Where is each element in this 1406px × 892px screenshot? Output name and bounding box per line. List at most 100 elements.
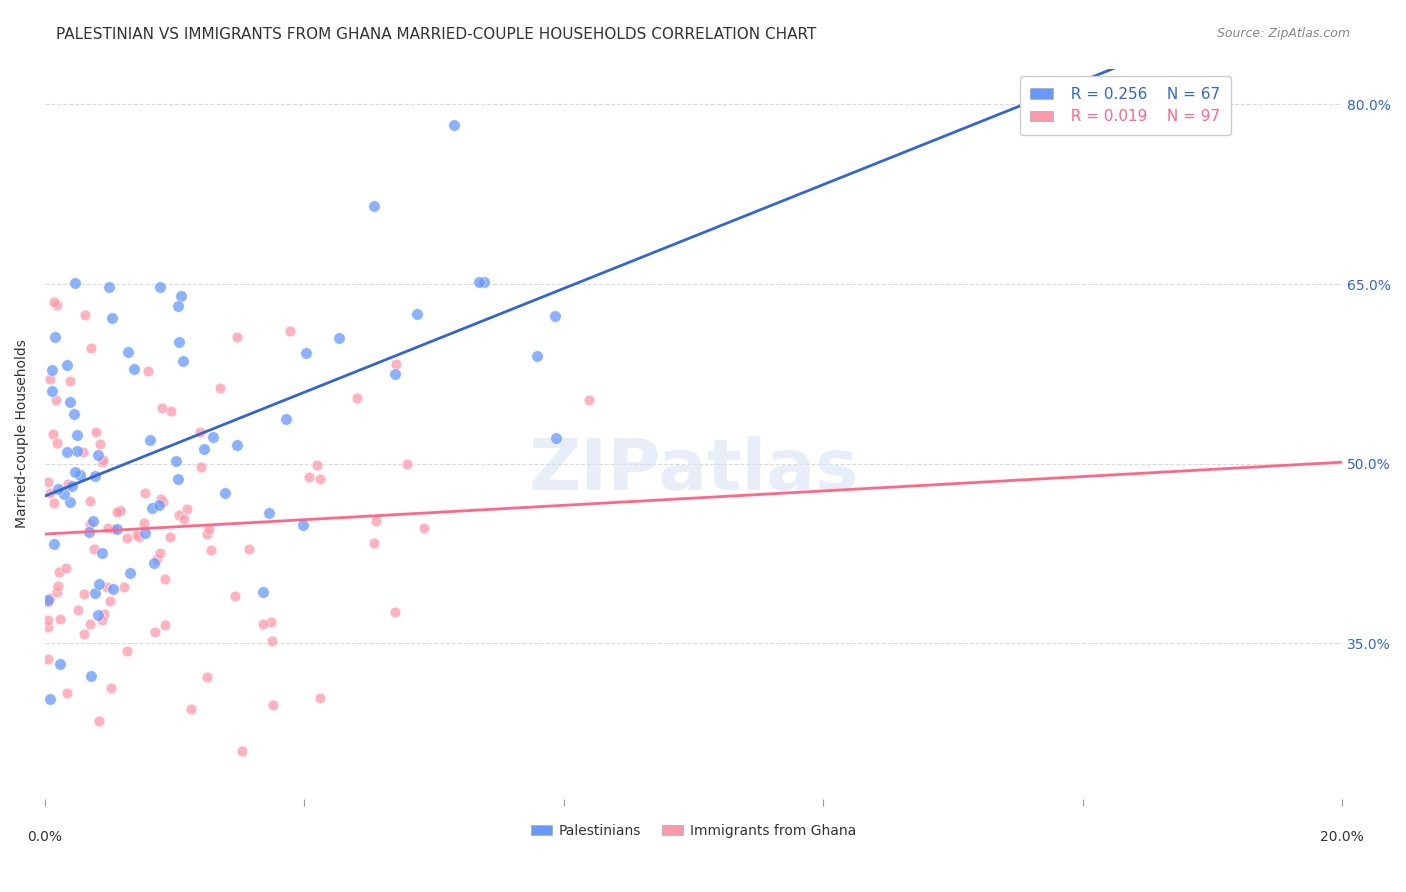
Point — [153, 617, 176, 632]
Point — [172, 354, 194, 368]
Point — [406, 307, 429, 321]
Point — [46, 585, 69, 599]
Point — [89, 437, 111, 451]
Point — [472, 275, 495, 289]
Point — [346, 392, 368, 406]
Point — [42, 537, 65, 551]
Point — [93, 607, 115, 621]
Point — [37, 619, 59, 633]
Point — [63, 276, 86, 290]
Point — [45, 392, 67, 407]
Text: 20.0%: 20.0% — [1320, 830, 1364, 844]
Point — [75, 308, 97, 322]
Point — [149, 546, 172, 560]
Point — [115, 531, 138, 545]
Point — [366, 514, 388, 528]
Point — [544, 309, 567, 323]
Point — [48, 565, 70, 579]
Point — [122, 361, 145, 376]
Point — [37, 592, 59, 607]
Point — [79, 494, 101, 508]
Point — [56, 358, 79, 372]
Point — [193, 442, 215, 456]
Point — [100, 311, 122, 326]
Point — [67, 603, 90, 617]
Point — [117, 345, 139, 359]
Point — [305, 458, 328, 473]
Point — [63, 407, 86, 421]
Point — [46, 579, 69, 593]
Point — [45, 436, 67, 450]
Point — [42, 427, 65, 442]
Text: ZIPatlas: ZIPatlas — [529, 435, 859, 505]
Point — [141, 501, 163, 516]
Point — [259, 506, 281, 520]
Point — [69, 467, 91, 482]
Point — [52, 486, 75, 500]
Point — [260, 634, 283, 648]
Point — [86, 425, 108, 439]
Point — [79, 616, 101, 631]
Point — [195, 527, 218, 541]
Point — [77, 524, 100, 539]
Point — [38, 591, 60, 606]
Point — [170, 289, 193, 303]
Point — [214, 485, 236, 500]
Point — [167, 335, 190, 350]
Point — [145, 551, 167, 566]
Y-axis label: Married-couple Households: Married-couple Households — [15, 339, 30, 528]
Point — [42, 294, 65, 309]
Point — [91, 455, 114, 469]
Point — [96, 580, 118, 594]
Point — [72, 444, 94, 458]
Point — [48, 482, 70, 496]
Point — [413, 521, 436, 535]
Point — [278, 324, 301, 338]
Point — [385, 357, 408, 371]
Point — [176, 501, 198, 516]
Point — [395, 457, 418, 471]
Point — [384, 367, 406, 381]
Point — [149, 491, 172, 506]
Point — [226, 438, 249, 452]
Point — [152, 495, 174, 509]
Point — [198, 523, 221, 537]
Point — [63, 465, 86, 479]
Point — [103, 522, 125, 536]
Point — [173, 512, 195, 526]
Point — [87, 607, 110, 622]
Point — [309, 472, 332, 486]
Point — [363, 199, 385, 213]
Point — [83, 542, 105, 557]
Point — [134, 516, 156, 531]
Text: Source: ZipAtlas.com: Source: ZipAtlas.com — [1216, 27, 1350, 40]
Point — [72, 586, 94, 600]
Point — [231, 744, 253, 758]
Point — [100, 594, 122, 608]
Point — [165, 454, 187, 468]
Point — [546, 431, 568, 445]
Point — [98, 279, 121, 293]
Point — [97, 521, 120, 535]
Text: 0.0%: 0.0% — [28, 830, 62, 844]
Point — [42, 496, 65, 510]
Point — [578, 393, 600, 408]
Point — [41, 384, 63, 398]
Point — [37, 652, 59, 666]
Point — [112, 580, 135, 594]
Point — [167, 299, 190, 313]
Point — [108, 503, 131, 517]
Point — [39, 486, 62, 500]
Point — [37, 613, 59, 627]
Point — [238, 542, 260, 557]
Point — [66, 443, 89, 458]
Point — [59, 395, 82, 409]
Point — [145, 625, 167, 640]
Point — [363, 536, 385, 550]
Point — [105, 505, 128, 519]
Point — [103, 582, 125, 597]
Point — [134, 525, 156, 540]
Point — [66, 428, 89, 442]
Point — [128, 530, 150, 544]
Point — [468, 275, 491, 289]
